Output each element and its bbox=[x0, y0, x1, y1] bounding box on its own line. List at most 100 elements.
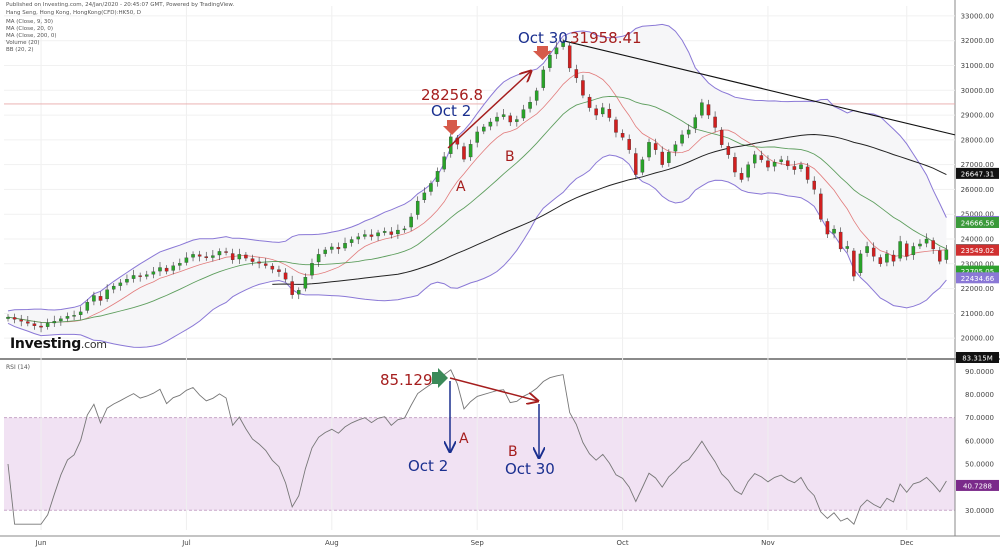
candle-body bbox=[244, 254, 248, 259]
candle-body bbox=[554, 47, 559, 55]
point-b-label: B bbox=[505, 149, 515, 165]
price-label-text: 22434.66 bbox=[961, 275, 995, 283]
candle-body bbox=[713, 116, 717, 128]
candle-body bbox=[303, 277, 308, 289]
price-label-box bbox=[956, 272, 999, 284]
y-tick-label: 25000.00 bbox=[961, 211, 994, 219]
ma-mid-line bbox=[7, 95, 947, 323]
candle-body bbox=[85, 302, 90, 311]
moving-averages bbox=[7, 71, 947, 323]
rsi-oct2-label: Oct 2 bbox=[408, 457, 448, 475]
candle-body bbox=[6, 316, 10, 319]
candle-body bbox=[858, 253, 863, 274]
candle-body bbox=[779, 159, 783, 162]
x-tick-label: Jul bbox=[181, 539, 191, 547]
x-tick-label: Sep bbox=[471, 539, 485, 547]
candle-body bbox=[898, 241, 902, 259]
candle-body bbox=[799, 164, 803, 170]
candle-body bbox=[158, 267, 162, 272]
candle-body bbox=[515, 119, 519, 122]
candle-body bbox=[587, 96, 592, 108]
candle-body bbox=[647, 142, 651, 158]
rsi-last-box bbox=[956, 479, 999, 491]
candle-body bbox=[786, 160, 790, 167]
y-tick-label: 21000.00 bbox=[961, 310, 994, 318]
volume-label-box bbox=[956, 352, 999, 363]
candle-body bbox=[812, 180, 816, 190]
x-tick-label: Aug bbox=[325, 539, 339, 547]
candle-body bbox=[931, 240, 935, 250]
y-tick-label: 23000.00 bbox=[961, 260, 994, 268]
candle-body bbox=[924, 238, 929, 244]
rsi-line bbox=[7, 369, 947, 525]
candle-body bbox=[145, 274, 149, 277]
candle-body bbox=[627, 139, 631, 150]
oct2-marker-icon bbox=[443, 120, 461, 135]
oct30-value: 31958.41 bbox=[570, 29, 642, 47]
candle-body bbox=[19, 319, 23, 322]
indicator-legend-3: MA (Close, 200, 0) bbox=[6, 33, 57, 39]
bollinger-lower bbox=[7, 154, 947, 348]
candle-body bbox=[772, 162, 777, 167]
candle-body bbox=[528, 102, 532, 109]
candle-body bbox=[330, 246, 334, 250]
price-label-box bbox=[956, 216, 999, 228]
candle-body bbox=[191, 254, 195, 258]
y-tick-label: 32000.00 bbox=[961, 37, 994, 45]
candle-body bbox=[634, 153, 638, 175]
candle-body bbox=[12, 317, 17, 320]
candle-body bbox=[336, 247, 341, 250]
candle-body bbox=[356, 236, 360, 240]
x-tick-label: Nov bbox=[761, 539, 775, 547]
candle-body bbox=[211, 255, 215, 258]
price-label-box bbox=[956, 167, 999, 179]
candle-body bbox=[495, 116, 499, 122]
y-tick-label: 24000.00 bbox=[961, 236, 994, 244]
candle-body bbox=[369, 234, 374, 237]
candle-body bbox=[918, 243, 922, 247]
candle-body bbox=[660, 151, 664, 165]
candle-body bbox=[26, 321, 30, 324]
ma-fast-line bbox=[7, 71, 947, 323]
price-label-box bbox=[956, 265, 999, 277]
candle-body bbox=[204, 256, 209, 259]
candle-body bbox=[184, 257, 189, 263]
y-tick-label: 22000.00 bbox=[961, 285, 994, 293]
candle-body bbox=[343, 243, 347, 249]
candle-body bbox=[422, 192, 427, 201]
candle-body bbox=[561, 41, 565, 47]
rsi-oct30-label: Oct 30 bbox=[505, 460, 555, 478]
candle-body bbox=[852, 250, 856, 277]
candle-body bbox=[396, 229, 400, 235]
candle-body bbox=[640, 159, 645, 173]
candle-body bbox=[72, 315, 76, 317]
candle-body bbox=[759, 155, 764, 160]
candle-body bbox=[752, 154, 757, 164]
rsi-tick-label: 30.0000 bbox=[965, 507, 994, 515]
candle-body bbox=[693, 117, 698, 129]
candle-body bbox=[871, 247, 876, 257]
candle-body bbox=[482, 126, 486, 132]
rsi-peak-marker-icon bbox=[432, 368, 448, 388]
rsi-last-text: 40.7288 bbox=[963, 482, 992, 490]
candle-body bbox=[488, 121, 493, 127]
candle-body bbox=[178, 263, 182, 266]
candle-body bbox=[468, 144, 473, 158]
candle-body bbox=[726, 146, 731, 155]
candle-body bbox=[594, 108, 598, 116]
candle-body bbox=[574, 69, 579, 79]
candle-body bbox=[792, 166, 797, 170]
candle-body bbox=[706, 104, 711, 116]
candle-body bbox=[125, 279, 129, 283]
price-label-text: 23549.02 bbox=[961, 247, 994, 255]
candle-body bbox=[363, 234, 367, 237]
candle-body bbox=[59, 318, 63, 322]
rsi-tick-label: 70.0000 bbox=[965, 414, 994, 422]
candle-body bbox=[938, 250, 942, 262]
indicator-legend-1: MA (Close, 9, 30) bbox=[6, 19, 54, 25]
candle-body bbox=[297, 290, 301, 295]
candle-body bbox=[508, 115, 512, 123]
candle-body bbox=[263, 263, 268, 266]
investing-logo: Investing.com bbox=[10, 336, 107, 352]
time-axis: JunJulAugSepOctNovDec2008FebMar bbox=[35, 539, 914, 547]
